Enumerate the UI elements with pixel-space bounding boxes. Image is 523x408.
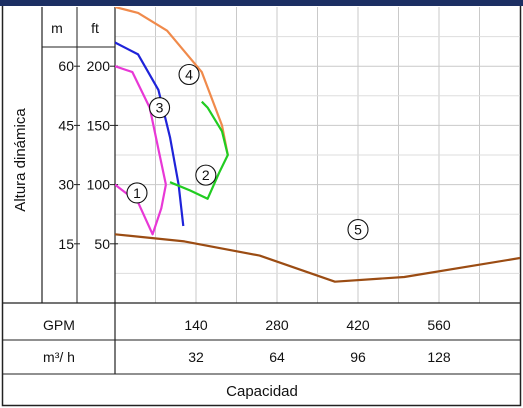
grid-lines [115,7,520,303]
curve-label-5: 5 [354,222,362,238]
x-tick-m3h-128: 128 [427,349,451,365]
x-row-unit-gpm: GPM [43,317,75,333]
x-tick-m3h-64: 64 [269,349,285,365]
y-tick-m-15: 15 [58,236,74,252]
y-unit-m: m [51,20,63,36]
x-tick-gpm-140: 140 [184,317,208,333]
y-axis-label: Altura dinámica [12,108,29,212]
series-line-3-curve-4 [115,7,229,156]
series-line-4-curve-2 [169,100,229,200]
curve-label-circle-5 [347,219,369,241]
top-strip [0,0,523,6]
y-unit-ft: ft [91,20,99,36]
curve-label-circle-1 [126,182,148,204]
table-structure [3,7,520,375]
x-tick-gpm-560: 560 [427,317,451,333]
y-tick-m-60: 60 [58,58,74,74]
y-tick-m-45: 45 [58,117,74,133]
curve-label-circle-4 [178,63,200,86]
y-tick-ft-150: 150 [87,117,111,133]
curve-label-2: 2 [202,167,210,183]
curve-label-circle-2 [195,164,217,186]
y-tick-ft-100: 100 [87,177,111,193]
series-line-5-curve-5 [115,233,520,283]
curve-label-4: 4 [185,66,193,82]
x-tick-gpm-280: 280 [265,317,289,333]
x-tick-m3h-96: 96 [350,349,366,365]
y-tick-m-30: 30 [58,177,74,193]
curve-label-3: 3 [156,100,164,116]
x-tick-gpm-420: 420 [346,317,370,333]
curve-label-1: 1 [133,185,141,201]
x-axis-label: Capacidad [226,383,298,400]
y-tick-ft-200: 200 [87,58,111,74]
x-row-unit-m3h: m³/ h [43,349,75,365]
series-layer [115,7,520,283]
x-tick-m3h-32: 32 [188,349,204,365]
y-tick-ft-50: 50 [94,236,110,252]
curve-label-circle-3 [149,97,171,119]
